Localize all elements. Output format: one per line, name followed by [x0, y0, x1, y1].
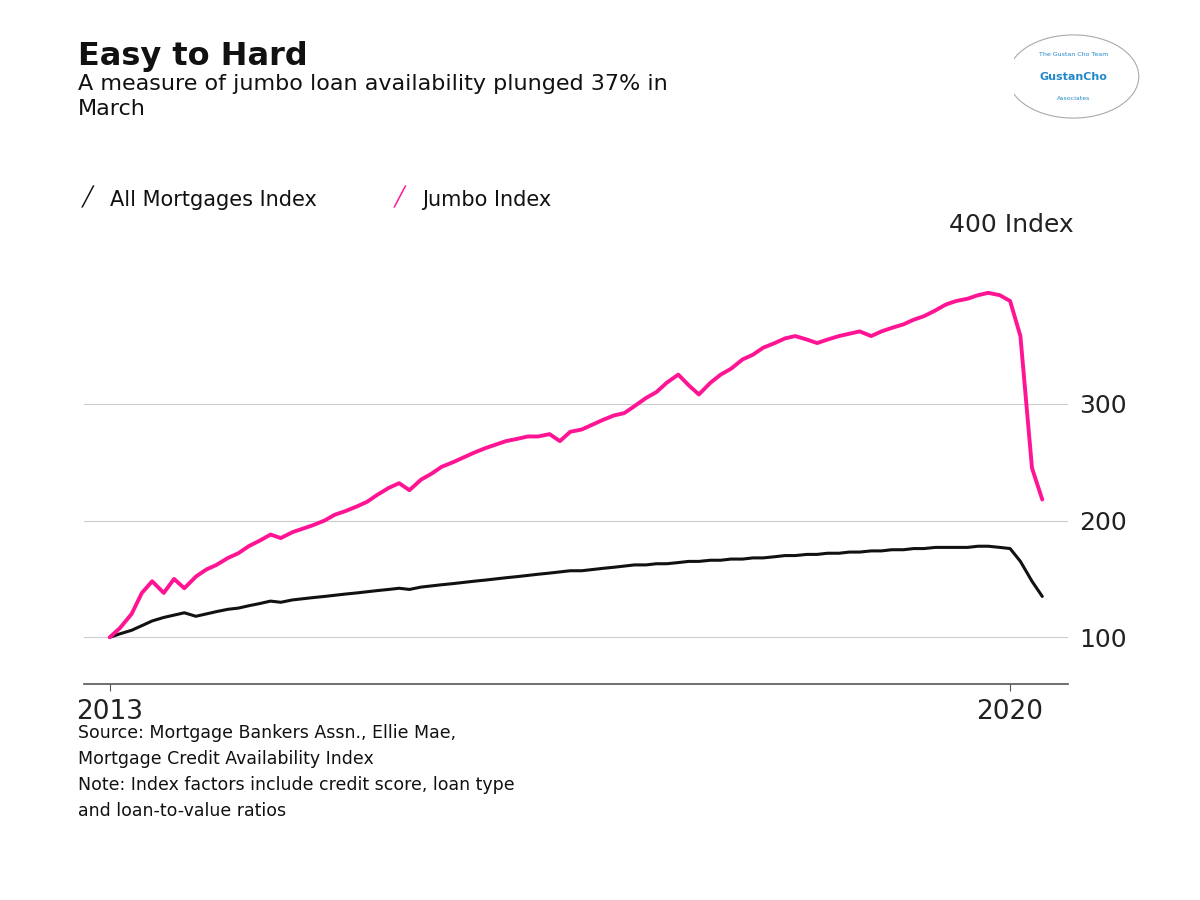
Text: A measure of jumbo loan availability plunged 37% in
March: A measure of jumbo loan availability plu… [78, 74, 667, 120]
Text: 400 Index: 400 Index [949, 212, 1074, 237]
Text: Associates: Associates [1056, 95, 1090, 101]
Text: All Mortgages Index: All Mortgages Index [110, 190, 317, 210]
Text: Jumbo Index: Jumbo Index [422, 190, 552, 210]
Text: GustanCho: GustanCho [1039, 71, 1108, 82]
Text: ╱: ╱ [394, 186, 406, 208]
Text: The Gustan Cho Team: The Gustan Cho Team [1039, 52, 1108, 58]
Circle shape [1008, 35, 1139, 118]
Text: ╱: ╱ [82, 186, 94, 208]
Text: Easy to Hard: Easy to Hard [78, 40, 307, 71]
Text: Source: Mortgage Bankers Assn., Ellie Mae,
Mortgage Credit Availability Index
No: Source: Mortgage Bankers Assn., Ellie Ma… [78, 724, 515, 820]
